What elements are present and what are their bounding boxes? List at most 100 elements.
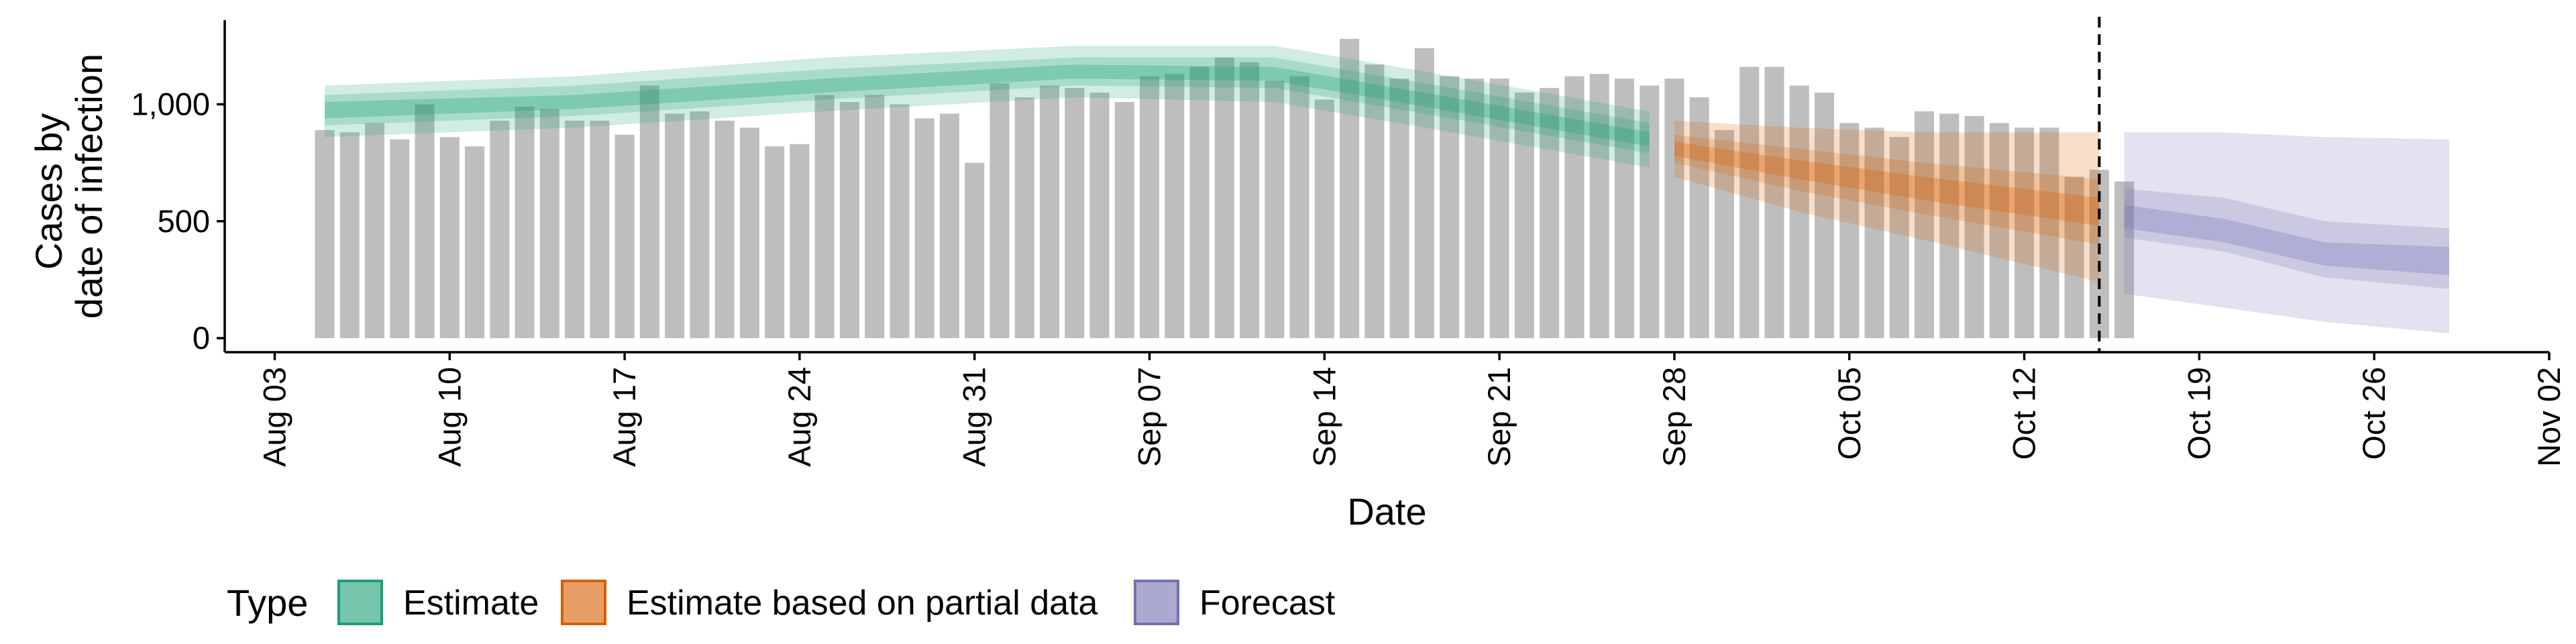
band-inner — [1674, 142, 2100, 226]
bar — [1265, 80, 1285, 339]
bar — [739, 127, 759, 339]
legend-label: Estimate — [403, 584, 539, 623]
band-inner — [325, 64, 1650, 147]
y-axis-title: Cases by date of infection — [28, 54, 110, 319]
bar — [339, 132, 360, 339]
legend-label: Estimate based on partial data — [627, 584, 1098, 623]
series-1 — [325, 46, 1650, 168]
bar — [639, 85, 659, 339]
bar — [790, 144, 810, 339]
bar — [1839, 123, 1860, 339]
bar — [2015, 127, 2035, 339]
band-middle — [2124, 189, 2449, 289]
bar — [1540, 88, 1560, 339]
bar — [1189, 66, 1210, 339]
bars-layer — [315, 38, 2135, 339]
bar — [390, 139, 410, 339]
bar — [1589, 74, 1609, 339]
bar — [1789, 85, 1809, 339]
bar — [765, 146, 785, 339]
legend-item: Estimate based on partial data — [561, 580, 1098, 625]
x-tick-label: Aug 24 — [782, 367, 817, 467]
bar — [1240, 62, 1260, 339]
bar — [1089, 93, 1110, 339]
series-3 — [2124, 132, 2449, 334]
bar — [1065, 88, 1085, 339]
x-tick-label: Nov 02 — [2531, 367, 2567, 467]
bar — [1739, 66, 1760, 339]
bar — [914, 118, 934, 339]
bar — [590, 120, 610, 339]
bar — [1939, 113, 1960, 339]
bar — [1989, 123, 2009, 339]
x-tick-label: Sep 14 — [1306, 367, 1342, 467]
band-inner — [2124, 205, 2449, 275]
bar — [1140, 76, 1160, 339]
band-outer — [2124, 132, 2449, 334]
bar — [714, 120, 735, 339]
bar — [1915, 111, 1935, 339]
legend-label: Forecast — [1199, 584, 1336, 623]
bar — [2039, 127, 2059, 339]
bar — [1014, 97, 1034, 339]
bar — [865, 95, 885, 339]
legend-item: Forecast — [1134, 580, 1336, 625]
legend-swatch — [337, 580, 383, 625]
bar — [1814, 93, 1835, 339]
bar — [665, 113, 685, 339]
bar — [1640, 85, 1660, 339]
bar — [1314, 99, 1334, 339]
bar — [515, 106, 535, 339]
x-axis-title: Date — [1347, 490, 1426, 533]
legend-swatch — [1134, 580, 1179, 625]
bar — [1440, 76, 1460, 339]
bar — [1340, 38, 1360, 339]
bar — [890, 104, 910, 339]
legend-item: Estimate — [337, 580, 539, 625]
bar — [1214, 57, 1234, 339]
bar — [1664, 78, 1684, 339]
x-tick-label: Aug 17 — [606, 367, 642, 467]
bar — [1389, 78, 1409, 339]
bar — [315, 129, 335, 339]
bar — [539, 109, 559, 339]
x-tick-label: Aug 03 — [257, 367, 292, 467]
bar — [965, 162, 985, 339]
band-middle — [1674, 134, 2100, 245]
x-tick-label: Oct 05 — [1831, 367, 1867, 460]
bar — [1514, 93, 1534, 339]
bar — [2064, 176, 2084, 339]
bar — [1714, 129, 1735, 339]
bar — [1889, 137, 1909, 339]
bar — [1864, 127, 1884, 339]
y-axis: 0 500 1,000 — [131, 86, 225, 356]
x-axis: Aug 03 Aug 10 Aug 17 Aug 24 Aug 31 Sep 07 Sep … — [257, 352, 2567, 467]
legend-title: Type — [227, 582, 308, 624]
bar — [614, 134, 635, 339]
y-tick-label: 500 — [158, 203, 210, 239]
bar — [1464, 78, 1485, 339]
bar — [439, 137, 460, 339]
bar — [814, 95, 835, 339]
y-tick-label: 1,000 — [131, 86, 210, 121]
bar — [1764, 66, 1784, 339]
bar — [1689, 97, 1709, 339]
bar — [415, 104, 435, 339]
x-tick-label: Sep 28 — [1656, 367, 1692, 467]
x-tick-label: Sep 07 — [1132, 367, 1167, 467]
bar — [690, 111, 710, 339]
x-tick-label: Oct 12 — [2006, 367, 2042, 460]
bar — [490, 120, 510, 339]
x-tick-label: Aug 10 — [431, 367, 467, 467]
x-tick-label: Sep 21 — [1481, 367, 1517, 467]
bar — [1165, 74, 1185, 339]
bar — [1964, 115, 1984, 339]
bar — [465, 146, 485, 339]
y-tick-label: 0 — [193, 320, 210, 356]
band-middle — [325, 57, 1650, 154]
series-2 — [1674, 120, 2100, 282]
bar — [1614, 78, 1634, 339]
bar — [1364, 64, 1385, 339]
bar — [1564, 76, 1585, 339]
